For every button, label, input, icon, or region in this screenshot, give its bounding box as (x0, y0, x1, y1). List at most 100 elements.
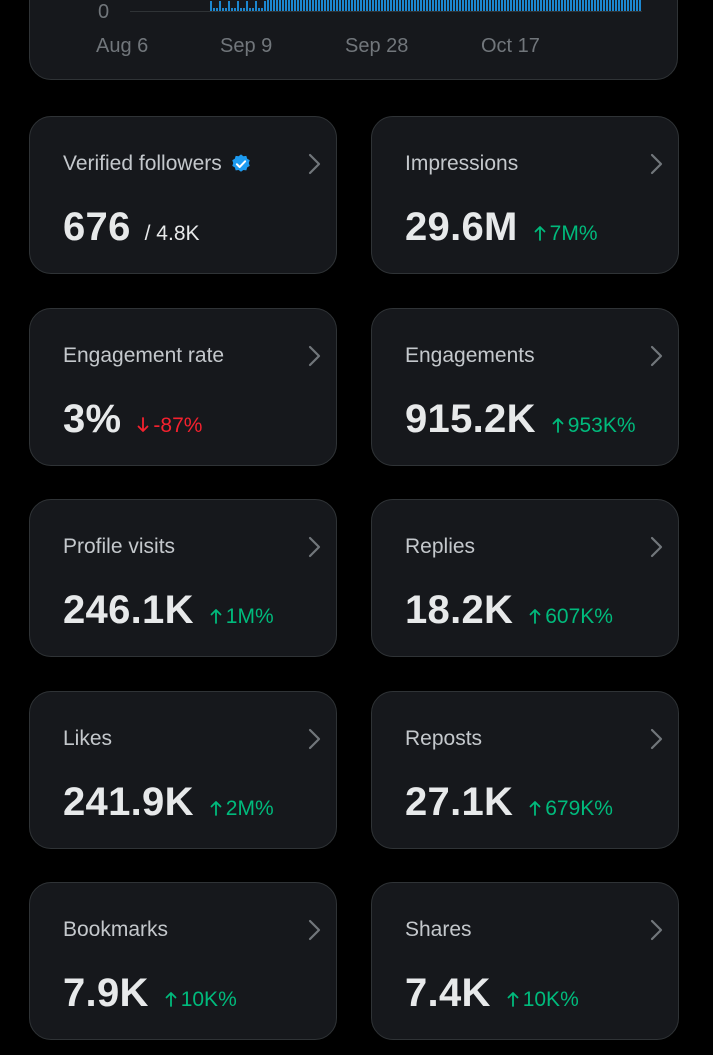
stat-card-reposts[interactable]: Reposts 27.1K 679K% (371, 691, 679, 849)
chart-bar (432, 0, 434, 11)
chart-bar (273, 0, 275, 11)
chart-bar (426, 0, 428, 11)
chart-bar (387, 0, 389, 11)
chart-bar (501, 0, 503, 11)
stat-value: 7.9K (63, 971, 149, 1015)
chart-bar (372, 0, 374, 11)
chart-bar (513, 0, 515, 11)
stat-delta-value: 953K% (567, 414, 636, 437)
chart-bar (357, 0, 359, 11)
chart-bar (609, 0, 611, 11)
chevron-right-icon[interactable] (650, 536, 664, 558)
chevron-right-icon[interactable] (650, 728, 664, 750)
chart-bar (579, 0, 581, 11)
stat-delta-value: 607K% (545, 605, 613, 628)
chevron-right-icon[interactable] (308, 728, 322, 750)
chevron-right-icon[interactable] (650, 153, 664, 175)
chart-bar (615, 0, 617, 11)
chevron-right-icon[interactable] (308, 919, 322, 941)
chart-bar (600, 0, 602, 11)
chart-bar (441, 0, 443, 11)
chart-bar (255, 1, 257, 11)
chart-bar (558, 0, 560, 11)
chart-bar (606, 0, 608, 11)
chart-bar (396, 0, 398, 11)
chevron-right-icon[interactable] (308, 345, 322, 367)
chart-bar (603, 0, 605, 11)
stat-card-replies[interactable]: Replies 18.2K 607K% (371, 499, 679, 657)
stat-card-engagement-rate[interactable]: Engagement rate 3% -87% (29, 308, 337, 466)
arrow-up-icon (210, 801, 222, 816)
chart-bar (567, 0, 569, 11)
chart-bar (444, 0, 446, 11)
chart-bar (321, 0, 323, 11)
chart-y-zero-label: 0 (98, 1, 110, 23)
chart-bar (291, 0, 293, 11)
chart-bar (348, 0, 350, 11)
chart-bar (405, 0, 407, 11)
chart-bar (537, 0, 539, 11)
chart-bar (462, 0, 464, 11)
chart-bar (219, 1, 221, 11)
verified-badge-icon (232, 154, 250, 172)
stat-label: Impressions (405, 152, 519, 175)
chart-bar (294, 0, 296, 11)
chart-bar (360, 0, 362, 11)
stat-card-verified-followers[interactable]: Verified followers 676 / 4.8K (29, 116, 337, 274)
chart-bar (408, 0, 410, 11)
chart-bar (570, 0, 572, 11)
chart-bar (468, 0, 470, 11)
chart-bar (381, 0, 383, 11)
chart-bar (369, 0, 371, 11)
chart-bar (240, 8, 242, 11)
chevron-right-icon[interactable] (650, 345, 664, 367)
stat-card-profile-visits[interactable]: Profile visits 246.1K 1M% (29, 499, 337, 657)
stat-card-shares[interactable]: Shares 7.4K 10K% (371, 882, 679, 1040)
chart-bar (555, 0, 557, 11)
arrow-up-icon (534, 226, 546, 241)
chart-bar (519, 0, 521, 11)
stat-card-engagements[interactable]: Engagements 915.2K 953K% (371, 308, 679, 466)
chart-bar (270, 0, 272, 11)
stat-card-likes[interactable]: Likes 241.9K 2M% (29, 691, 337, 849)
chart-bar (288, 0, 290, 11)
chevron-right-icon[interactable] (650, 919, 664, 941)
stat-card-bookmarks[interactable]: Bookmarks 7.9K 10K% (29, 882, 337, 1040)
chevron-right-icon[interactable] (308, 153, 322, 175)
chart-bar (507, 0, 509, 11)
chart-bar (552, 0, 554, 11)
chart-bar (534, 0, 536, 11)
stat-delta: -87% (137, 414, 202, 438)
chart-bar (210, 1, 212, 11)
chart-bar (594, 0, 596, 11)
stat-delta: 607K% (529, 605, 613, 629)
chart-bar (351, 0, 353, 11)
stat-delta: 2M% (210, 797, 274, 821)
chart-bar (375, 0, 377, 11)
chart-bar (303, 0, 305, 11)
chart-baseline (130, 11, 642, 12)
arrow-up-icon (507, 992, 519, 1007)
stat-delta-value: 679K% (545, 797, 613, 820)
chart-x-tick: Sep 9 (220, 35, 273, 57)
chart-bar (285, 0, 287, 11)
chart-bar (621, 0, 623, 11)
stat-delta: 7M% (534, 222, 598, 246)
chart-bar (624, 0, 626, 11)
chart-bar (243, 8, 245, 11)
chart-bar (297, 0, 299, 11)
stat-delta: 10K% (507, 988, 579, 1012)
chart-bar (390, 0, 392, 11)
stat-value: 27.1K (405, 780, 514, 824)
chart-bar (438, 0, 440, 11)
arrow-up-icon (210, 609, 222, 624)
arrow-down-icon (138, 417, 149, 432)
chart-bar (234, 8, 236, 11)
chart-bar (453, 0, 455, 11)
chart-bar (246, 1, 248, 11)
chevron-right-icon[interactable] (308, 536, 322, 558)
stat-card-impressions[interactable]: Impressions 29.6M 7M% (371, 116, 679, 274)
chart-bar (483, 0, 485, 11)
stat-value: 3% (63, 397, 122, 441)
chart-bar (591, 0, 593, 11)
